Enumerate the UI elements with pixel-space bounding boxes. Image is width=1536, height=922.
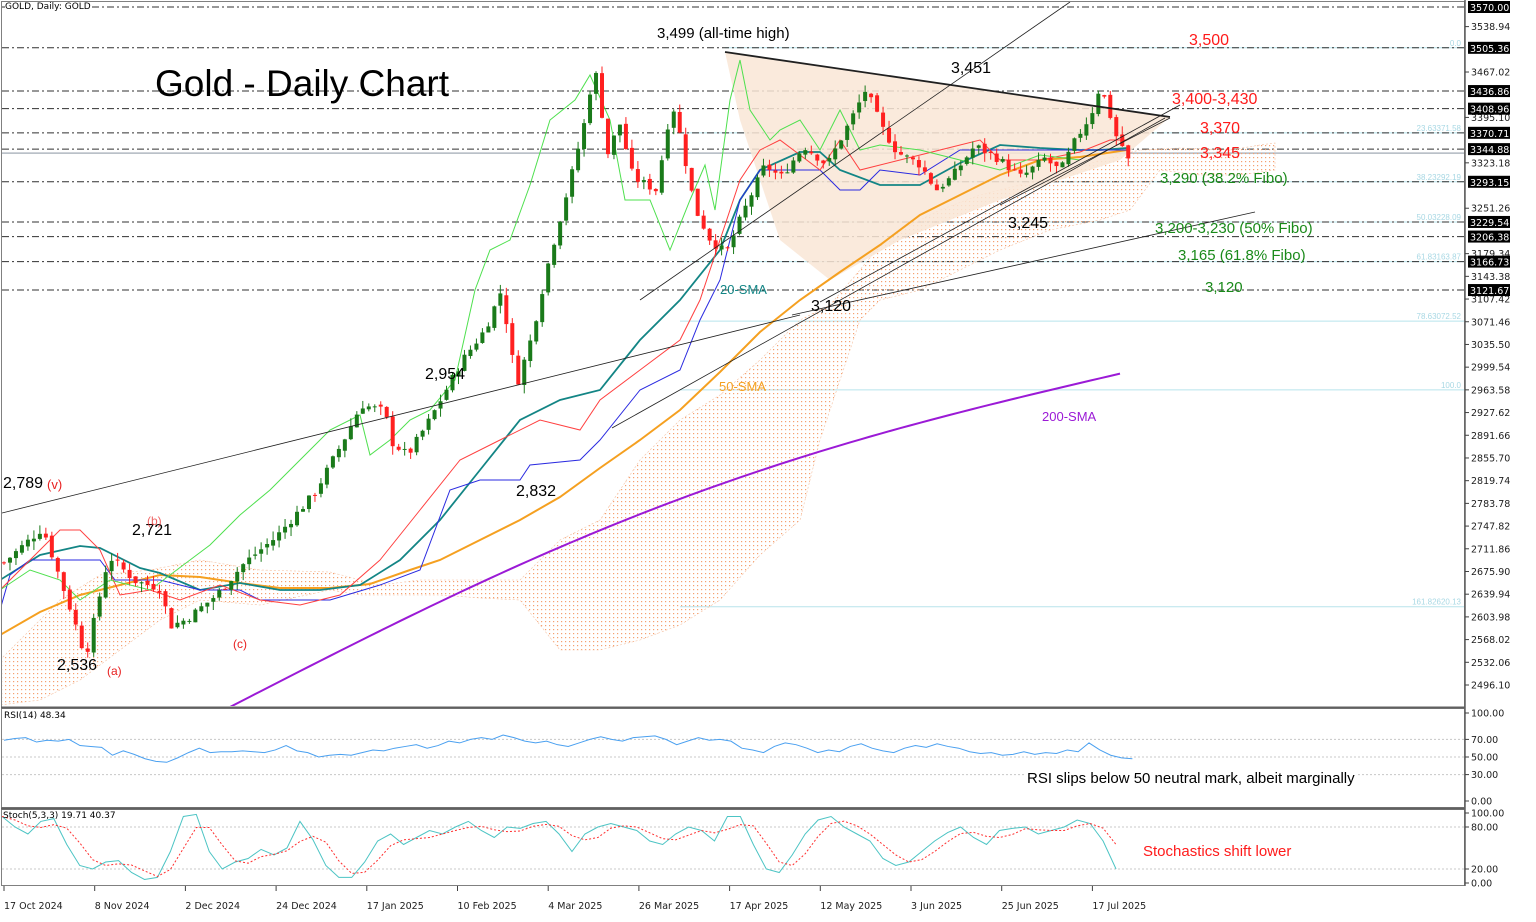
svg-text:3179.34: 3179.34	[1471, 249, 1510, 260]
svg-text:20.00: 20.00	[1471, 865, 1498, 876]
support-3120: 3,120	[1205, 279, 1243, 296]
label-2832: 2,832	[516, 483, 557, 500]
svg-text:10 Feb 2025: 10 Feb 2025	[458, 901, 517, 912]
svg-text:3071.46: 3071.46	[1471, 317, 1510, 328]
svg-text:3436.86: 3436.86	[1470, 87, 1509, 98]
svg-text:3408.96: 3408.96	[1470, 105, 1509, 116]
svg-text:2675.90: 2675.90	[1471, 567, 1510, 578]
svg-text:3570.00: 3570.00	[1470, 3, 1509, 14]
svg-text:2711.86: 2711.86	[1471, 544, 1510, 555]
svg-text:12 May 2025: 12 May 2025	[820, 901, 882, 912]
svg-text:17 Jul 2025: 17 Jul 2025	[1092, 901, 1146, 912]
svg-text:24 Dec 2024: 24 Dec 2024	[276, 901, 337, 912]
resistance-3400-3430: 3,400-3,430	[1172, 91, 1258, 108]
svg-text:3143.38: 3143.38	[1471, 272, 1510, 283]
resistance-3370: 3,370	[1200, 120, 1241, 137]
wave-v-label: (v)	[47, 477, 63, 492]
sma20-label: 20-SMA	[720, 282, 767, 297]
stoch-annotation: Stochastics shift lower	[1143, 843, 1292, 860]
svg-text:50.00: 50.00	[1471, 753, 1498, 764]
svg-text:2819.74: 2819.74	[1471, 476, 1510, 487]
svg-text:3251.26: 3251.26	[1471, 204, 1510, 215]
chart-title: Gold - Daily Chart	[155, 63, 450, 104]
svg-text:17 Oct 2024: 17 Oct 2024	[4, 901, 63, 912]
wave-b-label: (b)	[147, 514, 162, 528]
svg-text:61.83163.87: 61.83163.87	[1417, 253, 1462, 262]
resistance-3500: 3,500	[1189, 32, 1230, 49]
symbol-label: GOLD, Daily: GOLD	[5, 2, 91, 12]
svg-text:2603.98: 2603.98	[1471, 612, 1510, 623]
support-3290: 3,290 (38.2% Fibo)	[1160, 170, 1288, 187]
svg-text:2927.62: 2927.62	[1471, 408, 1510, 419]
svg-text:25 Jun 2025: 25 Jun 2025	[1002, 901, 1059, 912]
svg-text:3121.67: 3121.67	[1470, 286, 1509, 297]
svg-text:161.82620.13: 161.82620.13	[1412, 598, 1461, 607]
svg-text:2568.02: 2568.02	[1471, 635, 1510, 646]
svg-text:3505.36: 3505.36	[1470, 44, 1509, 55]
svg-text:2639.94: 2639.94	[1471, 590, 1510, 601]
svg-text:0.00: 0.00	[1471, 879, 1492, 890]
label-3451: 3,451	[951, 60, 992, 77]
svg-text:3467.02: 3467.02	[1471, 68, 1510, 79]
svg-text:0.0: 0.0	[1450, 39, 1462, 48]
svg-text:3344.88: 3344.88	[1470, 145, 1509, 156]
ath-label: 3,499 (all-time high)	[657, 25, 790, 42]
svg-text:50.03228.09: 50.03228.09	[1417, 213, 1462, 222]
svg-text:2855.70: 2855.70	[1471, 453, 1510, 464]
svg-text:17 Jan 2025: 17 Jan 2025	[367, 901, 424, 912]
stochastic-panel	[1, 809, 1465, 886]
label-2536: 2,536	[57, 657, 98, 674]
svg-text:3206.38: 3206.38	[1470, 233, 1509, 244]
resistance-3345: 3,345	[1200, 145, 1241, 162]
svg-text:3166.73: 3166.73	[1470, 258, 1509, 269]
svg-text:3293.15: 3293.15	[1470, 178, 1509, 189]
svg-text:80.00: 80.00	[1471, 823, 1498, 834]
label-2789: 2,789	[3, 475, 44, 492]
svg-text:2 Dec 2024: 2 Dec 2024	[185, 901, 240, 912]
svg-text:26 Mar 2025: 26 Mar 2025	[639, 901, 699, 912]
wave-c-label: (c)	[233, 637, 247, 651]
svg-text:2747.82: 2747.82	[1471, 522, 1510, 533]
svg-text:23.63371.58: 23.63371.58	[1417, 124, 1462, 133]
svg-text:3323.18: 3323.18	[1471, 158, 1510, 169]
svg-text:2783.78: 2783.78	[1471, 499, 1510, 510]
rsi-panel	[1, 708, 1465, 808]
svg-text:2963.58: 2963.58	[1471, 385, 1510, 396]
svg-text:78.63072.52: 78.63072.52	[1417, 312, 1462, 321]
svg-text:3370.71: 3370.71	[1470, 129, 1509, 140]
svg-text:2891.66: 2891.66	[1471, 431, 1510, 442]
svg-text:100.00: 100.00	[1471, 809, 1504, 820]
sma200-label: 200-SMA	[1042, 409, 1097, 424]
svg-text:3107.42: 3107.42	[1471, 295, 1510, 306]
svg-text:38.23292.19: 38.23292.19	[1417, 173, 1462, 182]
svg-text:30.00: 30.00	[1471, 770, 1498, 781]
svg-text:3395.10: 3395.10	[1471, 113, 1510, 124]
rsi-title: RSI(14) 48.34	[4, 711, 66, 721]
svg-text:70.00: 70.00	[1471, 735, 1498, 746]
svg-text:100.0: 100.0	[1441, 381, 1462, 390]
svg-text:2496.10: 2496.10	[1471, 681, 1510, 692]
svg-text:4 Mar 2025: 4 Mar 2025	[548, 901, 602, 912]
support-3165: 3,165 (61.8% Fibo)	[1178, 247, 1306, 264]
label-3120: 3,120	[811, 298, 852, 315]
svg-text:100.00: 100.00	[1471, 709, 1504, 720]
svg-text:3538.94: 3538.94	[1471, 22, 1510, 33]
svg-text:2999.54: 2999.54	[1471, 363, 1510, 374]
rsi-annotation: RSI slips below 50 neutral mark, albeit …	[1025, 770, 1357, 787]
svg-text:8 Nov 2024: 8 Nov 2024	[95, 901, 150, 912]
stoch-title: Stoch(5,3,3) 19.71 40.37	[3, 811, 116, 821]
svg-text:3 Jun 2025: 3 Jun 2025	[911, 901, 962, 912]
svg-text:3229.54: 3229.54	[1470, 218, 1509, 229]
label-2954: 2,954	[425, 366, 466, 383]
svg-text:17 Apr 2025: 17 Apr 2025	[730, 901, 789, 912]
svg-text:2532.06: 2532.06	[1471, 658, 1510, 669]
label-3245: 3,245	[1008, 215, 1049, 232]
wave-a-label: (a)	[107, 664, 122, 678]
label-2721: 2,721	[132, 522, 173, 539]
sma50-label: 50-SMA	[719, 379, 766, 394]
svg-text:0.00: 0.00	[1471, 797, 1492, 808]
support-3200-3230: 3,200-3,230 (50% Fibo)	[1155, 220, 1313, 237]
svg-text:3035.50: 3035.50	[1471, 340, 1510, 351]
